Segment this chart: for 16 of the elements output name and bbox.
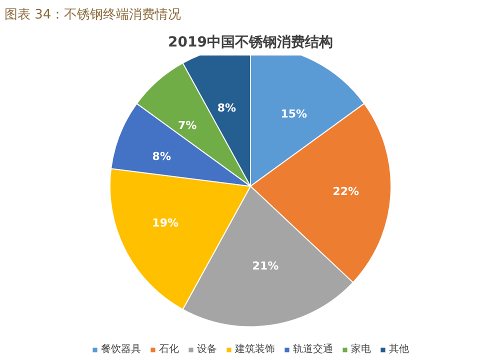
- legend-label: 家电: [351, 342, 371, 356]
- data-label: 7%: [178, 119, 197, 132]
- legend-label: 设备: [197, 343, 217, 356]
- data-label: 8%: [217, 101, 236, 114]
- data-label: 15%: [280, 108, 308, 121]
- chart-title: 图表 34：不锈钢终端消费情况: [4, 8, 182, 22]
- data-label: 19%: [152, 216, 179, 230]
- legend-label: 餐饮器具: [101, 342, 141, 356]
- legend-label: 轨道交通: [293, 342, 333, 356]
- chart-subtitle: 2019中国不锈钢消费结构: [168, 34, 333, 50]
- data-label: 22%: [332, 184, 360, 198]
- data-label: 8%: [152, 150, 171, 163]
- data-label: 21%: [252, 260, 279, 273]
- legend-label: 石化: [159, 343, 179, 356]
- legend-label: 建筑装饰: [235, 342, 275, 356]
- legend-label: 其他: [389, 342, 409, 356]
